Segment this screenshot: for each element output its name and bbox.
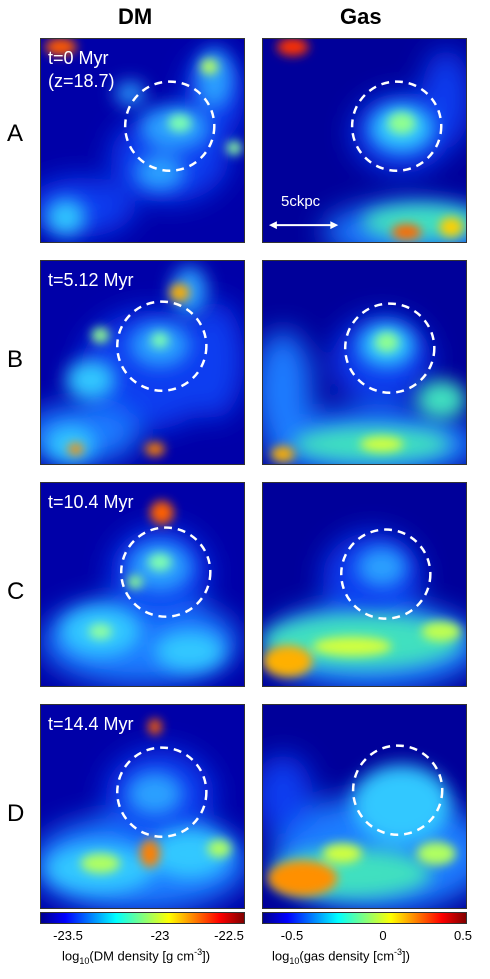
gas-column-title: Gas [340,4,382,29]
gas-density-map-a [263,39,466,242]
dm-panel-c: t=10.4 Myr [40,482,245,687]
gas-density-map-d [263,705,466,908]
dm-density-map-d [41,705,244,908]
dm-colorbar [40,912,245,924]
dm-density-map-c [41,483,244,686]
dm-colorbar-label: log10(DM density [g cm-3]) [62,947,211,966]
dm-colorbar-tick: -23 [150,928,170,943]
time-label-d: t=14.4 Myr [48,714,134,734]
gas-colorbar-tick: 0.5 [453,928,473,943]
row-label-b: B [7,346,24,373]
gas-colorbar-tick: 0 [379,928,387,943]
gas-panel-c [262,482,467,687]
dm-panel-d: t=14.4 Myr [40,704,245,909]
time-label-a: t=0 Myr [48,48,109,68]
gas-panel-d [262,704,467,909]
scale-bar-arrow [268,221,339,230]
time-label-c: t=10.4 Myr [48,492,134,512]
redshift-label-a: (z=18.7) [48,71,115,91]
row-label-c: C [7,578,25,605]
row-label-a: A [7,120,24,147]
dm-density-map-b [41,261,244,464]
gas-panel-b [262,260,467,465]
dm-density-map-a [41,39,244,242]
dm-panel-b: t=5.12 Myr [40,260,245,465]
gas-colorbar-label: log10(gas density [cm-3]) [272,947,410,966]
gas-colorbar-tick: -0.5 [280,928,304,943]
scale-bar-label: 5ckpc [281,193,321,210]
gas-colorbar [262,912,467,924]
time-label-b: t=5.12 Myr [48,270,134,290]
gas-density-map-b [263,261,466,464]
gas-panel-a: 5ckpc [262,38,467,243]
dm-colorbar-tick: -23.5 [53,928,83,943]
dm-colorbar-tick: -22.5 [214,928,244,943]
row-label-d: D [7,800,25,827]
dm-column-title: DM [118,4,153,29]
gas-density-map-c [263,483,466,686]
dm-panel-a: t=0 Myr (z=18.7) [40,38,245,243]
